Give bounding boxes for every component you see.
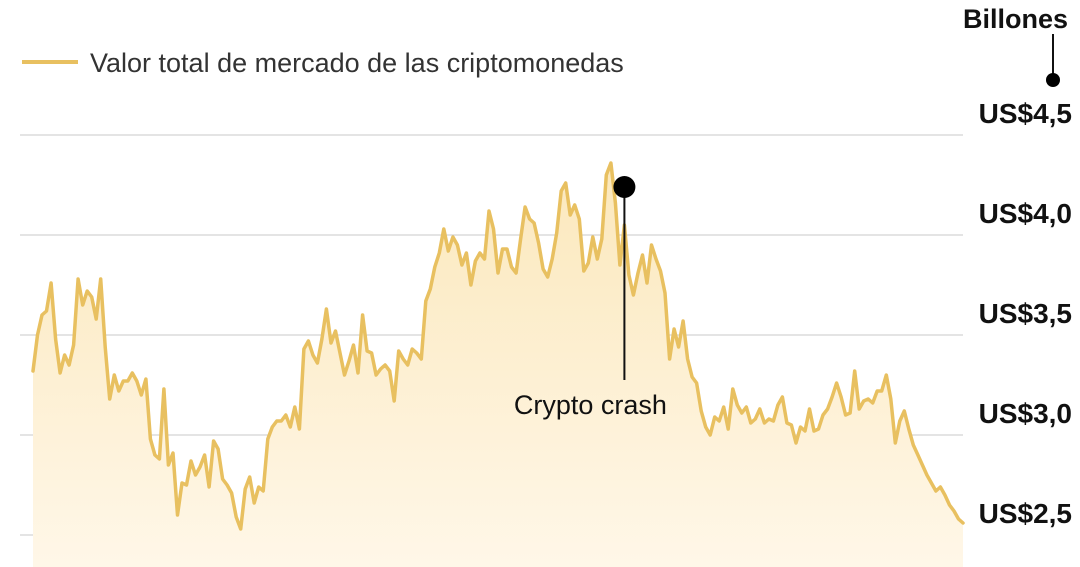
series-line bbox=[31, 161, 965, 531]
annotation-label: Crypto crash bbox=[514, 390, 667, 420]
unit-label: Billones bbox=[963, 4, 1068, 34]
y-tick-label: US$3,0 bbox=[979, 398, 1072, 429]
y-tick-label: US$4,0 bbox=[979, 198, 1072, 229]
annotations: Crypto crash bbox=[514, 176, 667, 420]
unit-marker-dot bbox=[1046, 73, 1060, 87]
y-tick-label: US$2,5 bbox=[979, 498, 1072, 529]
legend-label: Valor total de mercado de las criptomone… bbox=[90, 48, 624, 78]
legend: Valor total de mercado de las criptomone… bbox=[22, 48, 624, 78]
y-tick-label: US$4,5 bbox=[979, 98, 1072, 129]
series-area bbox=[33, 163, 963, 567]
y-axis-ticks: US$2,5 US$3,0 US$3,5 US$4,0 US$4,5 bbox=[979, 98, 1072, 529]
y-tick-label: US$3,5 bbox=[979, 298, 1072, 329]
annotation-marker-dot bbox=[613, 176, 636, 198]
